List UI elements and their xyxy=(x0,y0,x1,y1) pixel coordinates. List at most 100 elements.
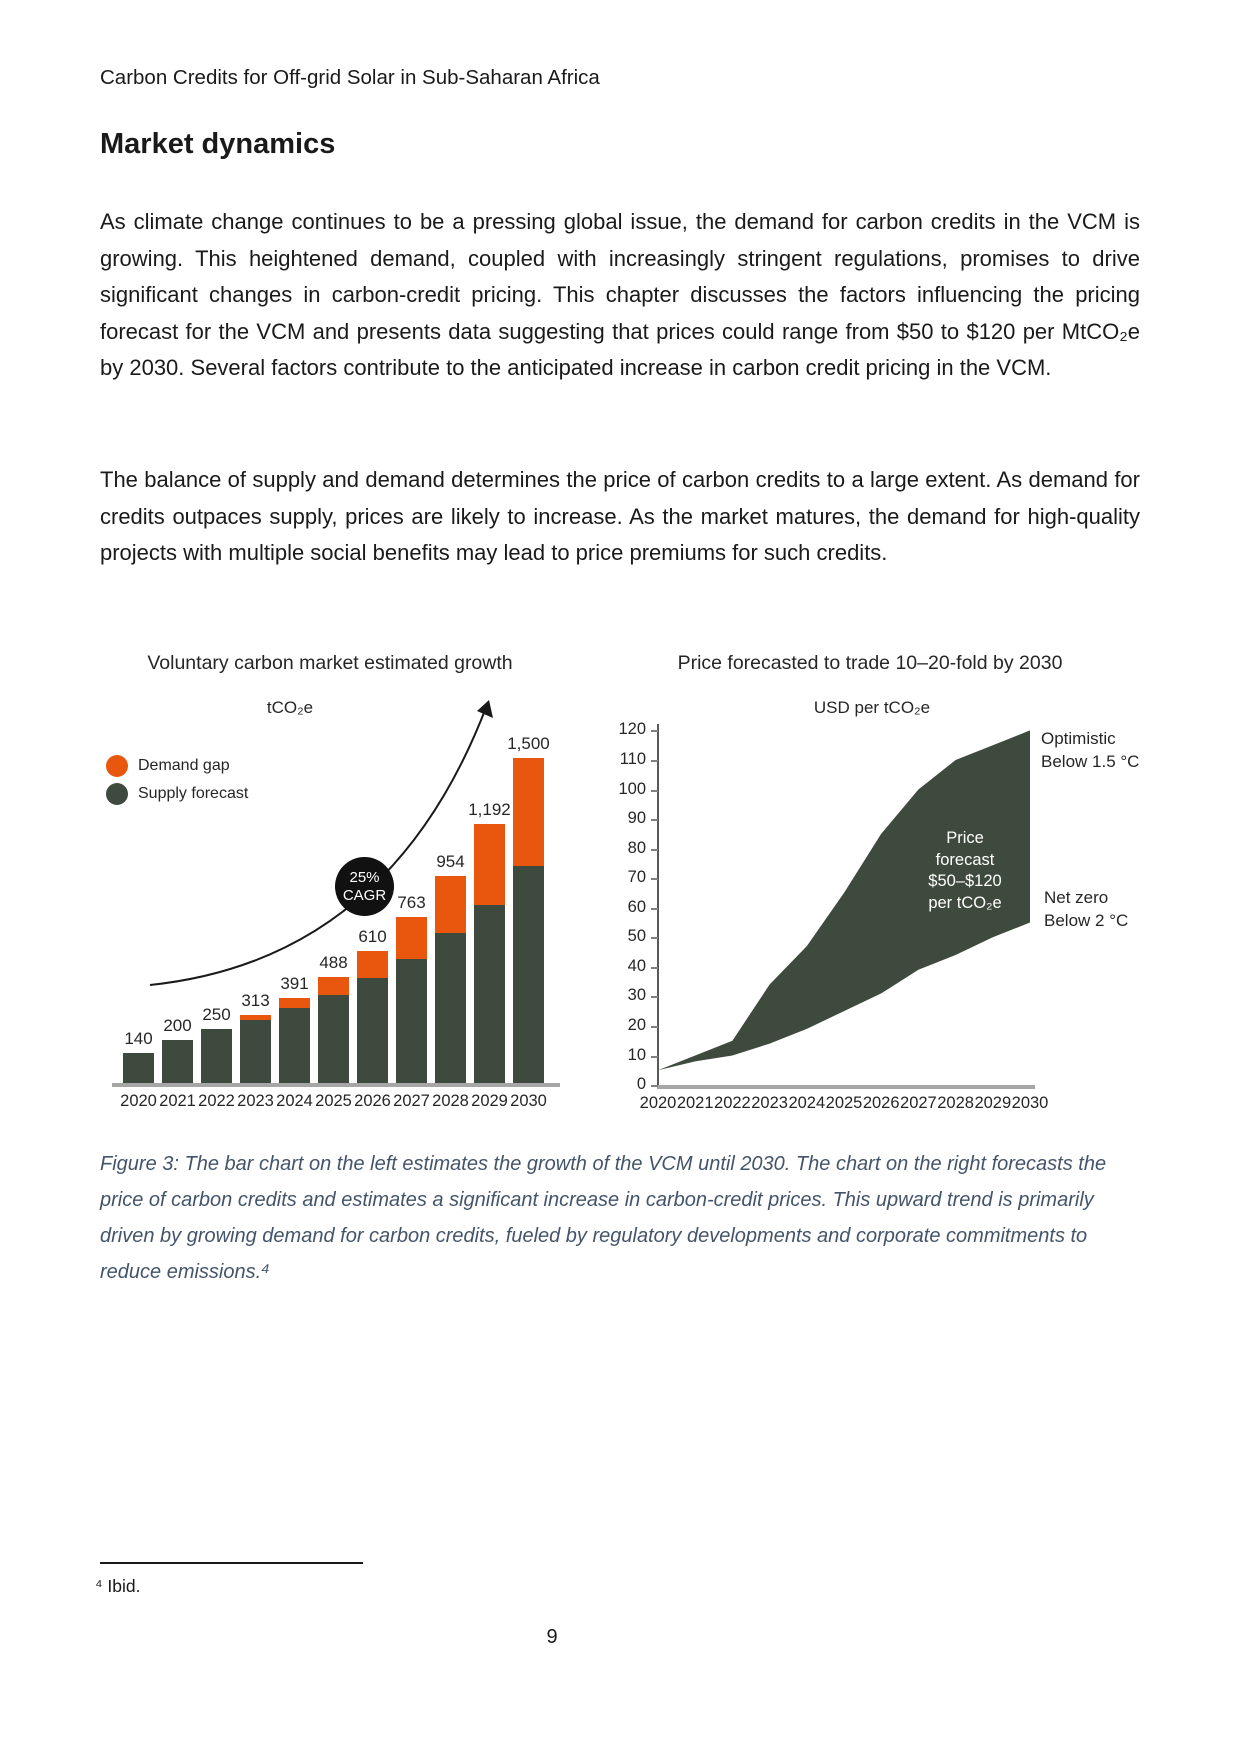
area-chart-x-tick-label: 2022 xyxy=(714,1094,751,1112)
area-chart-y-axis-line xyxy=(657,724,659,1087)
bar-value-label: 250 xyxy=(202,1005,231,1024)
area-chart-y-tick-label: 30 xyxy=(627,986,646,1005)
area-chart-y-tick-label: 60 xyxy=(627,897,646,916)
supply-forecast-bar xyxy=(240,1020,271,1083)
inner-label-line-2: forecast xyxy=(935,850,995,869)
area-chart-y-tick-label: 70 xyxy=(627,868,646,887)
inner-label-line-1: Price xyxy=(946,829,984,847)
annotation-net-zero-line-2: Below 2 °C xyxy=(1044,911,1129,930)
supply-forecast-bar xyxy=(357,978,388,1083)
inner-label-line-4: per tCO₂e xyxy=(928,893,1002,912)
demand-gap-bar xyxy=(240,1015,271,1020)
area-chart-title: Price forecasted to trade 10–20-fold by … xyxy=(677,652,1063,674)
bar-chart-x-tick-label: 2021 xyxy=(159,1092,196,1110)
area-chart-y-tick-label: 0 xyxy=(636,1075,646,1093)
supply-forecast-bar xyxy=(201,1029,232,1083)
area-chart-x-tick-label: 2025 xyxy=(825,1094,863,1112)
legend-item-demand-gap: Demand gap xyxy=(106,754,230,778)
inner-label-line-3: $50–$120 xyxy=(928,872,1002,890)
demand-gap-bar xyxy=(435,876,466,933)
demand-gap-bar xyxy=(318,977,349,995)
bar-chart-x-tick-label: 2028 xyxy=(432,1092,469,1110)
area-chart-x-tick-label: 2029 xyxy=(974,1094,1012,1112)
bar-chart-title: Voluntary carbon market estimated growth xyxy=(147,652,513,674)
area-chart-x-tick-label: 2028 xyxy=(937,1094,974,1112)
area-chart-y-tick-label: 80 xyxy=(627,838,646,857)
area-chart-y-tick-mark xyxy=(651,1025,658,1028)
area-chart-x-tick-label: 2027 xyxy=(900,1094,937,1112)
bar-chart-baseline xyxy=(112,1083,560,1087)
area-chart-y-tick-label: 90 xyxy=(627,809,646,827)
area-chart-y-tick-mark xyxy=(651,848,658,851)
legend-label-demand-gap: Demand gap xyxy=(138,757,230,774)
cagr-badge: 25% CAGR xyxy=(335,857,394,916)
bar-chart-unit-label: tCO₂e xyxy=(266,698,314,717)
annotation-net-zero-line-1: Net zero xyxy=(1044,888,1109,907)
bar-chart-x-tick-label: 2030 xyxy=(510,1092,547,1110)
area-chart-y-tick-mark xyxy=(651,878,658,881)
bar-chart-x-tick-label: 2022 xyxy=(198,1092,235,1110)
bar-value-label: 200 xyxy=(163,1016,192,1035)
bar-value-label: 313 xyxy=(241,991,270,1010)
area-chart-y-tick-mark xyxy=(651,996,658,999)
area-chart-x-tick-label: 2023 xyxy=(751,1094,788,1112)
area-chart-x-tick-label: 2026 xyxy=(862,1094,900,1112)
area-chart-y-tick-label: 10 xyxy=(627,1045,646,1064)
paragraph-1: As climate change continues to be a pres… xyxy=(100,209,1140,380)
supply-forecast-bar xyxy=(162,1040,193,1083)
area-chart-y-tick-label: 50 xyxy=(627,927,646,946)
cagr-percent: 25% xyxy=(349,868,380,886)
supply-forecast-bar xyxy=(123,1053,154,1083)
area-chart-x-tick-label: 2024 xyxy=(788,1094,826,1112)
annotation-optimistic: Optimistic Below 1.5 °C xyxy=(1041,727,1139,773)
area-chart-x-tick-label: 2030 xyxy=(1011,1094,1049,1112)
figure-caption: Figure 3: The bar chart on the left esti… xyxy=(100,1153,1107,1283)
area-chart-y-tick-mark xyxy=(651,966,658,969)
demand-gap-bar xyxy=(396,917,427,959)
supply-forecast-swatch-icon xyxy=(106,783,128,805)
price-forecast-inner-label: Price forecast $50–$120 per tCO₂e xyxy=(880,828,1050,914)
bar-chart-x-tick-label: 2024 xyxy=(276,1092,313,1110)
demand-gap-bar xyxy=(357,951,388,978)
annotation-net-zero: Net zero Below 2 °C xyxy=(1044,886,1128,932)
bar-value-label: 140 xyxy=(124,1029,153,1048)
demand-gap-bar xyxy=(279,998,310,1008)
annotation-optimistic-line-1: Optimistic xyxy=(1041,729,1116,748)
supply-forecast-bar xyxy=(318,995,349,1083)
bar-chart-x-tick-label: 2026 xyxy=(354,1092,391,1110)
bar-value-label: 954 xyxy=(436,852,465,871)
area-chart-y-tick-mark xyxy=(651,760,658,762)
annotation-optimistic-line-2: Below 1.5 °C xyxy=(1041,752,1140,771)
area-chart-y-tick-mark xyxy=(651,730,658,733)
bar-chart-x-tick-label: 2027 xyxy=(393,1092,430,1110)
footnote-rule xyxy=(100,1562,363,1564)
area-chart-x-tick-label: 2020 xyxy=(639,1094,677,1112)
supply-forecast-bar xyxy=(513,866,544,1083)
bar-chart-x-tick-label: 2025 xyxy=(315,1092,352,1110)
area-chart-baseline xyxy=(657,1085,1035,1089)
bar-value-label: 1,192 xyxy=(468,800,511,819)
legend-item-supply-forecast: Supply forecast xyxy=(106,782,248,806)
demand-gap-bar xyxy=(474,824,505,905)
bar-chart-x-tick-label: 2029 xyxy=(471,1092,508,1110)
area-chart-y-tick-mark xyxy=(651,819,658,821)
running-header: Carbon Credits for Off-grid Solar in Sub… xyxy=(100,66,600,89)
area-chart-y-tick-label: 20 xyxy=(627,1015,646,1034)
area-chart-y-tick-mark xyxy=(651,937,658,940)
area-chart-y-tick-label: 110 xyxy=(619,750,646,768)
supply-forecast-bar xyxy=(279,1008,310,1083)
area-chart-y-tick-mark xyxy=(651,1085,658,1087)
area-chart-unit-label: USD per tCO₂e xyxy=(813,698,931,717)
supply-forecast-bar xyxy=(396,959,427,1083)
footnote: ⁴ Ibid. xyxy=(95,1576,141,1596)
bar-value-label: 391 xyxy=(280,974,309,993)
paragraph-2: The balance of supply and demand determi… xyxy=(100,467,1140,565)
bar-chart-x-tick-label: 2023 xyxy=(237,1092,274,1110)
supply-forecast-bar xyxy=(435,933,466,1083)
area-chart-y-tick-mark xyxy=(651,1055,658,1058)
bar-value-label: 488 xyxy=(319,953,348,972)
demand-gap-bar xyxy=(513,758,544,866)
area-chart-y-tick-label: 120 xyxy=(618,720,646,739)
bar-chart-x-tick-label: 2020 xyxy=(120,1092,157,1110)
